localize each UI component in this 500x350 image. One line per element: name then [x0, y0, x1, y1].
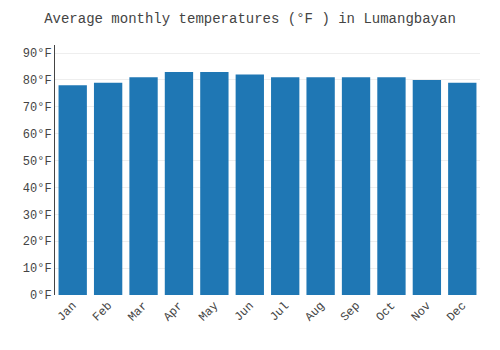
- svg-text:40°F: 40°F: [23, 182, 52, 196]
- svg-text:Jan: Jan: [55, 299, 80, 324]
- svg-text:Mar: Mar: [125, 299, 150, 324]
- svg-text:0°F: 0°F: [30, 289, 52, 303]
- svg-text:90°F: 90°F: [23, 47, 52, 61]
- svg-text:Nov: Nov: [409, 299, 434, 324]
- svg-text:Apr: Apr: [161, 299, 186, 324]
- svg-text:50°F: 50°F: [23, 155, 52, 169]
- svg-text:Aug: Aug: [303, 299, 328, 324]
- svg-text:60°F: 60°F: [23, 128, 52, 142]
- svg-text:70°F: 70°F: [23, 101, 52, 115]
- svg-text:Jul: Jul: [267, 299, 292, 324]
- svg-text:Average monthly temperatures (: Average monthly temperatures (°F ) in Lu…: [44, 11, 456, 27]
- svg-text:Oct: Oct: [373, 299, 398, 324]
- svg-text:10°F: 10°F: [23, 262, 52, 276]
- svg-text:Dec: Dec: [444, 299, 469, 324]
- svg-text:Jun: Jun: [232, 299, 257, 324]
- svg-text:Feb: Feb: [90, 299, 115, 324]
- svg-text:May: May: [196, 299, 221, 324]
- svg-text:Sep: Sep: [338, 299, 363, 324]
- svg-text:80°F: 80°F: [23, 74, 52, 88]
- svg-text:30°F: 30°F: [23, 209, 52, 223]
- svg-text:20°F: 20°F: [23, 235, 52, 249]
